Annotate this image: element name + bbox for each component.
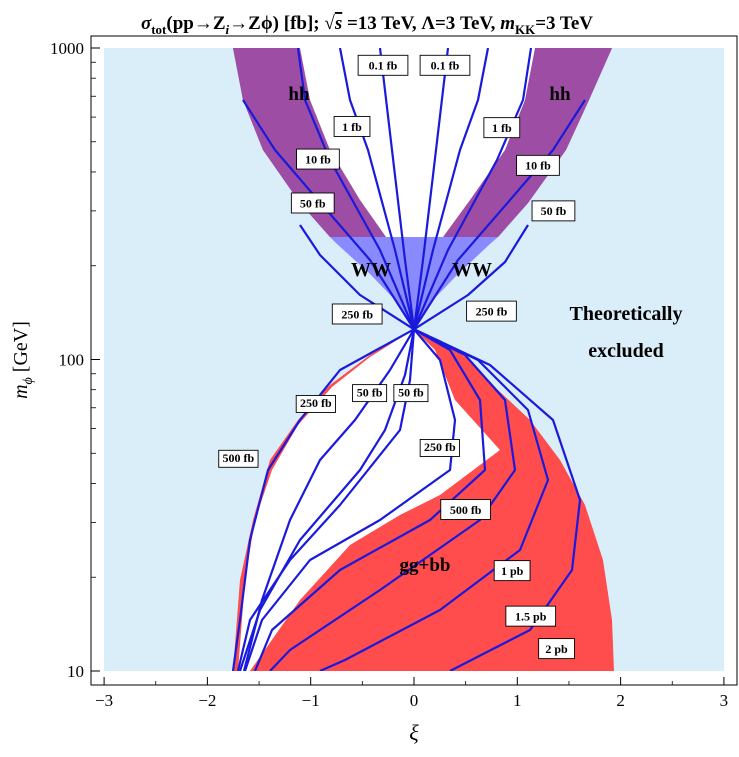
contour-line xyxy=(413,99,586,330)
contour-line xyxy=(242,328,415,671)
excluded-label-line1: Theoretically xyxy=(570,303,683,325)
hh-region-purple-right xyxy=(443,48,612,237)
axis-ticks: −3 −2 −1 0 1 2 3 10 100 1000 xyxy=(50,39,728,710)
contour-label: 10 fb xyxy=(296,148,340,170)
svg-text:1 fb: 1 fb xyxy=(492,121,512,135)
contour-label: 1 fb xyxy=(483,117,521,139)
contour-line xyxy=(412,48,450,330)
contour-line xyxy=(236,329,416,671)
contour-line xyxy=(253,328,487,671)
ww-label-right: WW xyxy=(452,259,492,281)
svg-text:10 fb: 10 fb xyxy=(305,152,331,166)
x-tick-label: −2 xyxy=(198,691,216,710)
svg-text:50 fb: 50 fb xyxy=(398,385,424,399)
contour-label: 0.1 fb xyxy=(419,54,471,76)
svg-text:1.5 pb: 1.5 pb xyxy=(515,609,547,623)
contour-line xyxy=(238,329,416,671)
contour-line xyxy=(413,328,582,671)
svg-text:500 fb: 500 fb xyxy=(450,503,482,517)
y-tick-label: 1000 xyxy=(50,39,84,58)
contour-label: 10 fb xyxy=(516,154,560,176)
contour-line xyxy=(243,328,457,671)
y-tick-label: 100 xyxy=(59,351,85,370)
x-tick-label: 2 xyxy=(616,691,625,710)
svg-text:250 fb: 250 fb xyxy=(424,440,456,454)
svg-text:1 pb: 1 pb xyxy=(501,564,524,578)
plot-area xyxy=(104,48,724,671)
contour-label: 0.1 fb xyxy=(357,54,409,76)
y-tick-label: 10 xyxy=(67,662,84,681)
ww-label-left: WW xyxy=(351,259,391,281)
contour-label: 50 fb xyxy=(290,192,335,214)
svg-text:1 fb: 1 fb xyxy=(342,120,362,134)
contour-label: 50 fb xyxy=(531,200,576,222)
x-tick-label: −1 xyxy=(302,691,320,710)
hh-label-left: hh xyxy=(288,84,310,105)
contour-label: 1.5 pb xyxy=(505,605,557,627)
x-tick-label: 1 xyxy=(513,691,522,710)
svg-text:500 fb: 500 fb xyxy=(223,451,255,465)
contour-labels: 0.1 fb 0.1 fb 1 fb 1 fb 10 fb 10 fb 50 fb 50 fb… xyxy=(218,54,576,660)
contour-line xyxy=(413,224,529,331)
hh-label-right: hh xyxy=(549,84,571,105)
contour-label: 1 pb xyxy=(493,560,531,582)
contour-label: 1 fb xyxy=(333,115,371,137)
y-axis-title: mϕ [GeV] xyxy=(10,321,36,399)
gg-bb-label: gg+bb xyxy=(400,555,451,576)
contour-line xyxy=(412,48,490,330)
x-tick-label: 3 xyxy=(720,691,729,710)
contour-label: 500 fb xyxy=(218,449,259,468)
contour-line xyxy=(412,48,533,330)
svg-text:250 fb: 250 fb xyxy=(300,396,332,410)
svg-text:250 fb: 250 fb xyxy=(476,304,508,318)
contour-line xyxy=(338,48,416,330)
x-tick-label: 0 xyxy=(410,691,419,710)
svg-text:50 fb: 50 fb xyxy=(357,385,383,399)
chart-title: σtot(pp→Zi→Zϕ) [fb]; √s =13 TeV, Λ=3 TeV… xyxy=(141,13,593,37)
excluded-label-line2: excluded xyxy=(588,340,664,362)
contour-label: 250 fb xyxy=(295,394,336,413)
x-tick-label: −3 xyxy=(95,691,113,710)
svg-text:10 fb: 10 fb xyxy=(525,159,551,173)
contour-label: 250 fb xyxy=(331,303,383,325)
contour-label: 50 fb xyxy=(352,384,388,403)
contour-label: 500 fb xyxy=(440,499,491,520)
svg-text:50 fb: 50 fb xyxy=(300,196,326,210)
svg-text:250 fb: 250 fb xyxy=(341,307,373,321)
ww-region xyxy=(330,237,498,330)
contour-label: 250 fb xyxy=(419,439,460,457)
contour-line xyxy=(319,328,550,671)
lower-white-region xyxy=(238,329,500,671)
contour-line xyxy=(299,224,415,331)
svg-text:50 fb: 50 fb xyxy=(541,204,567,218)
svg-text:2 pb: 2 pb xyxy=(545,642,568,656)
contour-label: 250 fb xyxy=(466,300,517,322)
svg-text:0.1 fb: 0.1 fb xyxy=(431,59,460,73)
contour-line xyxy=(231,328,415,671)
hh-center-white xyxy=(300,48,535,237)
svg-text:0.1 fb: 0.1 fb xyxy=(369,59,398,73)
contour-lines xyxy=(231,48,586,671)
contour-line xyxy=(269,328,517,671)
contour-label: 2 pb xyxy=(538,638,575,660)
x-axis-title: ξ xyxy=(409,720,419,745)
contour-line xyxy=(378,48,416,330)
contour-label: 50 fb xyxy=(393,384,429,403)
